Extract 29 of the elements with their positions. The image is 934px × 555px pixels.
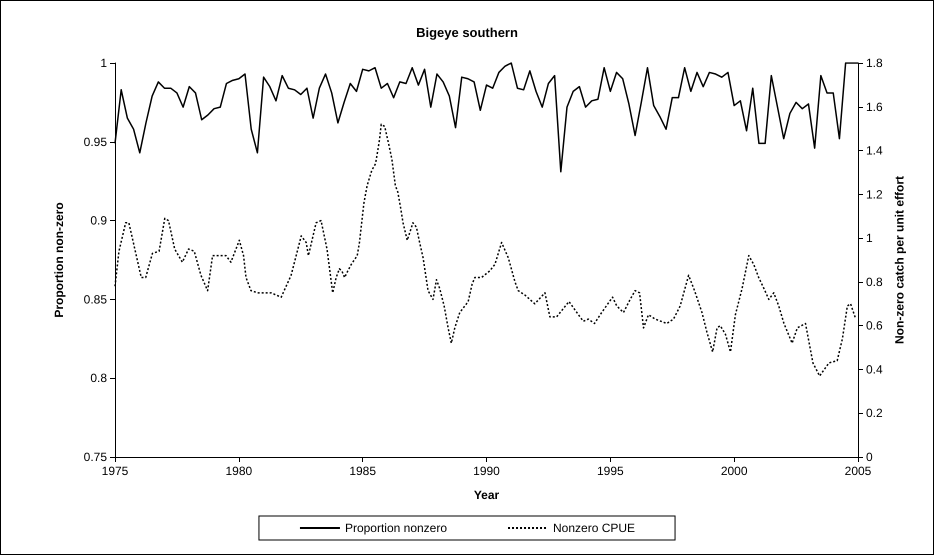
y-tick-label: 0.95 bbox=[84, 134, 108, 149]
legend-label: Nonzero CPUE bbox=[553, 521, 636, 535]
y-axis-title: Proportion non-zero bbox=[52, 202, 66, 318]
legend-label: Proportion nonzero bbox=[344, 521, 448, 535]
y-tick-label: 0.8 bbox=[90, 371, 108, 386]
x-tick-label: 1975 bbox=[102, 464, 129, 478]
x-tick-label: 1985 bbox=[349, 464, 376, 478]
y-tick-label: 0.85 bbox=[84, 292, 108, 306]
x-tick-label: 1995 bbox=[596, 464, 624, 478]
x-tick-label: 1980 bbox=[225, 464, 253, 478]
x-tick-label: 2000 bbox=[720, 464, 748, 478]
y2-tick-label: 0.2 bbox=[866, 406, 884, 420]
y-tick-label: 1 bbox=[100, 56, 108, 70]
y2-tick-label: 0 bbox=[866, 450, 873, 464]
y2-tick-label: 1 bbox=[866, 231, 873, 246]
x-tick-label: 2005 bbox=[844, 464, 872, 478]
y2-tick-label: 0.8 bbox=[866, 274, 884, 289]
y2-tick-label: 1.6 bbox=[866, 100, 884, 114]
y-tick-label: 0.9 bbox=[90, 214, 108, 228]
y2-tick-label: 1.4 bbox=[866, 144, 884, 158]
y2-tick-label: 0.4 bbox=[866, 362, 884, 376]
y2-axis-title: Non-zero catch per unit effort bbox=[892, 176, 907, 344]
x-tick-label: 1990 bbox=[473, 464, 500, 478]
y2-tick-label: 1.8 bbox=[866, 56, 884, 70]
x-axis-title: Year bbox=[474, 488, 500, 502]
y2-tick-label: 0.6 bbox=[866, 318, 884, 333]
chart-title: Bigeye southern bbox=[416, 25, 518, 40]
y2-tick-label: 1.2 bbox=[866, 187, 884, 202]
y-tick-label: 0.75 bbox=[84, 450, 108, 464]
